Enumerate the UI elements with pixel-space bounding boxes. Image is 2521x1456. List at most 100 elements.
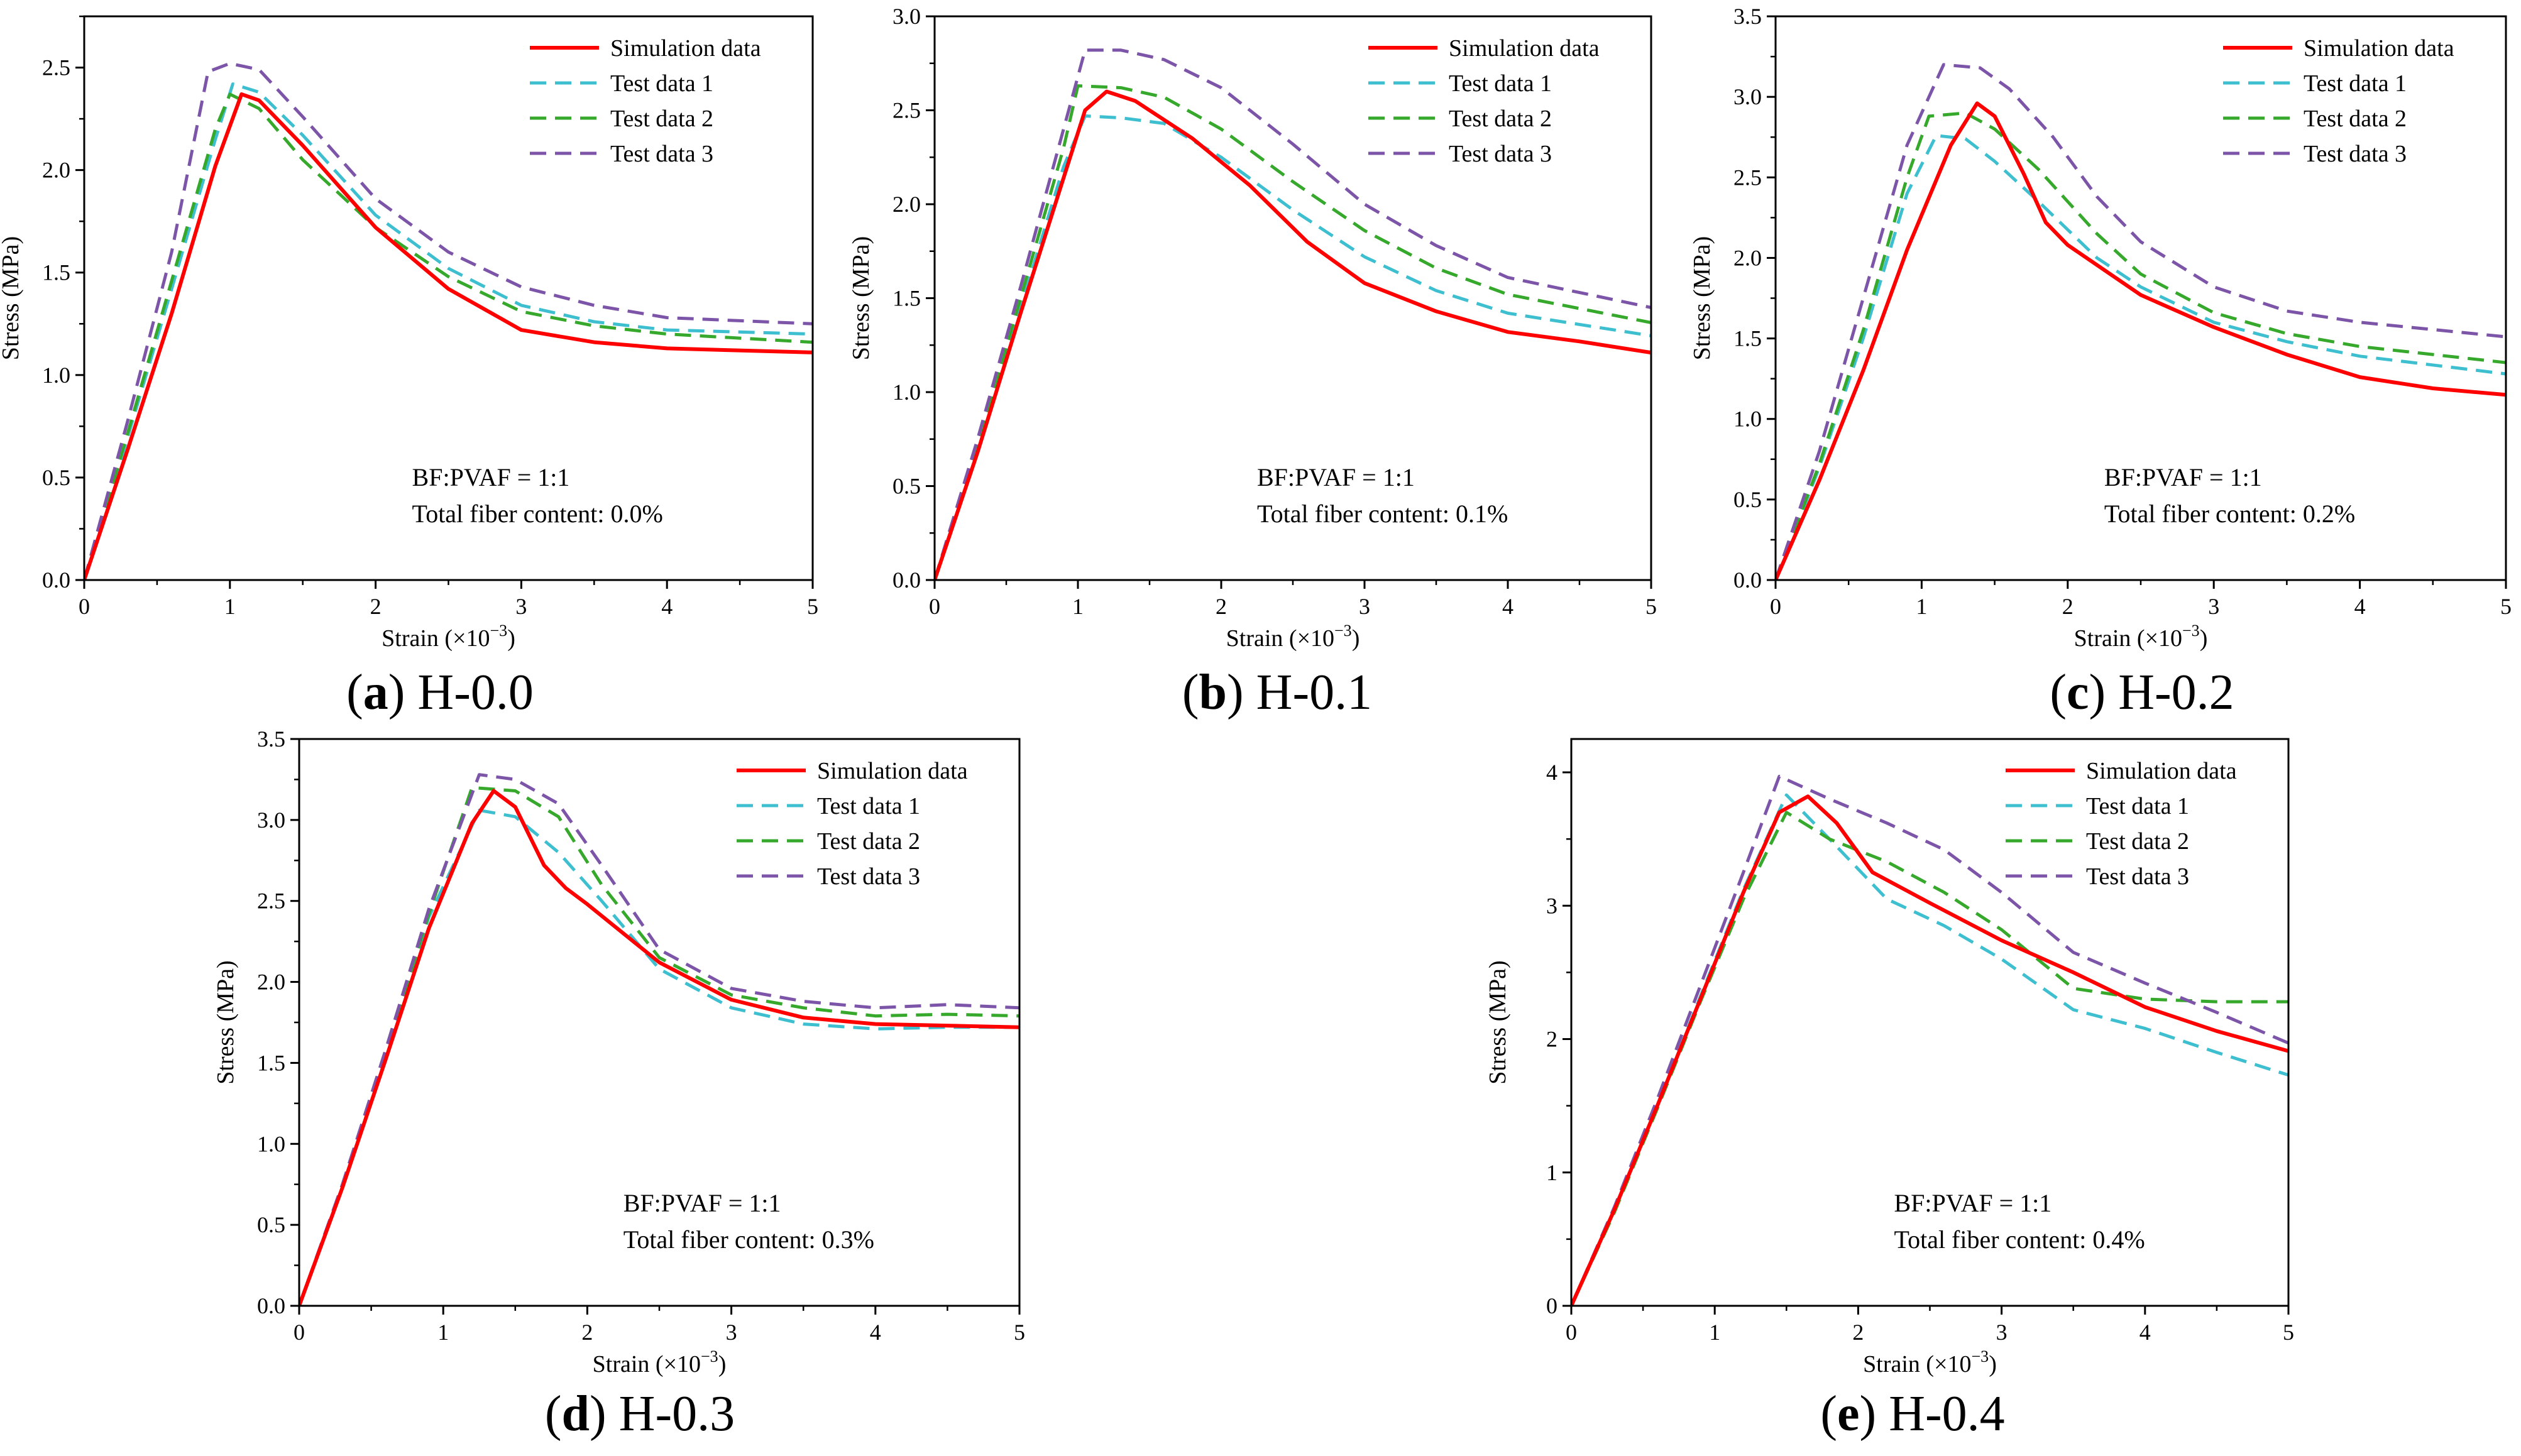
y-tick-label: 2.0 xyxy=(893,192,921,217)
annotation-text: Total fiber content: 0.3% xyxy=(623,1225,874,1254)
series-line-test-data-3 xyxy=(84,62,813,580)
y-tick-label: 2.0 xyxy=(42,158,70,183)
y-tick-label: 3.0 xyxy=(257,807,285,833)
series-line-test-data-1 xyxy=(84,82,813,580)
plot-frame xyxy=(83,15,814,581)
x-tick-label: 2 xyxy=(1216,594,1227,619)
legend-label: Test data 2 xyxy=(2304,106,2407,132)
x-tick-label: 4 xyxy=(1502,594,1513,619)
y-tick-label: 0 xyxy=(1546,1293,1557,1318)
y-tick-label: 0.5 xyxy=(893,474,921,499)
chart-panel-3: 0 1 2 3 4 5 0.0 0.5 1.0 1.5 2.0 2.5 3.0 3.5 Strain (×1… xyxy=(1689,4,2512,720)
y-tick-label: 0.0 xyxy=(1733,567,1762,593)
series-group xyxy=(299,773,1019,1306)
x-axis-label: Strain (×10−3) xyxy=(2074,621,2208,652)
x-tick-label: 2 xyxy=(581,1320,593,1345)
x-axis-label: Strain (×10−3) xyxy=(593,1347,727,1377)
panel-caption: (e) H-0.4 xyxy=(1820,1386,2004,1442)
chart-panel-2: 0 1 2 3 4 5 0.0 0.5 1.0 1.5 2.0 2.5 3.0 Strain (×10−3… xyxy=(848,4,1657,720)
y-tick-label: 4 xyxy=(1546,760,1557,785)
x-tick-label: 2 xyxy=(2062,594,2073,619)
y-tick-label: 3.0 xyxy=(893,4,921,29)
plot-frame xyxy=(933,15,1652,581)
legend-label: Test data 2 xyxy=(1449,106,1552,132)
series-line-simulation-data xyxy=(84,92,813,580)
series-group xyxy=(84,62,813,580)
y-tick-label: 1.0 xyxy=(257,1131,285,1156)
x-tick-label: 1 xyxy=(224,594,236,619)
panel-caption: (a) H-0.0 xyxy=(346,665,534,720)
series-line-test-data-2 xyxy=(84,92,813,580)
x-tick-label: 5 xyxy=(1645,594,1657,619)
y-tick-label: 2.0 xyxy=(1733,245,1762,270)
legend-label: Simulation data xyxy=(1449,35,1600,62)
annotation-text: Total fiber content: 0.0% xyxy=(412,500,663,528)
x-tick-label: 1 xyxy=(1916,594,1927,619)
y-tick-label: 3.5 xyxy=(257,726,285,752)
legend-label: Simulation data xyxy=(817,758,968,784)
y-axis-label: Stress (MPa) xyxy=(1485,960,1511,1084)
series-line-test-data-2 xyxy=(1776,111,2506,580)
x-tick-label: 0 xyxy=(79,594,90,619)
y-tick-label: 3 xyxy=(1546,893,1557,918)
annotation-text: Total fiber content: 0.4% xyxy=(1894,1225,2145,1254)
y-tick-label: 1.0 xyxy=(1733,407,1762,432)
y-axis-label: Stress (MPa) xyxy=(212,960,239,1084)
legend-label: Test data 3 xyxy=(610,141,713,167)
legend-label: Test data 2 xyxy=(610,106,713,132)
x-tick-label: 1 xyxy=(1709,1320,1720,1345)
panel-caption: (c) H-0.2 xyxy=(2050,665,2234,720)
legend-label: Test data 3 xyxy=(2304,141,2407,167)
y-tick-label: 1.0 xyxy=(893,380,921,405)
x-tick-label: 0 xyxy=(1770,594,1781,619)
legend-label: Test data 2 xyxy=(2086,828,2189,855)
x-tick-label: 5 xyxy=(2283,1320,2294,1345)
x-tick-label: 4 xyxy=(870,1320,881,1345)
legend-label: Test data 1 xyxy=(817,793,920,819)
x-tick-label: 0 xyxy=(1566,1320,1577,1345)
y-axis-label: Stress (MPa) xyxy=(848,236,874,360)
x-tick-label: 4 xyxy=(2139,1320,2151,1345)
x-axis-label: Strain (×10−3) xyxy=(1226,621,1360,652)
annotation-text: BF:PVAF = 1:1 xyxy=(2104,463,2262,491)
x-tick-label: 4 xyxy=(661,594,673,619)
series-line-test-data-3 xyxy=(1571,774,2288,1306)
y-tick-label: 1.5 xyxy=(257,1050,285,1075)
x-tick-label: 3 xyxy=(1996,1320,2007,1345)
legend-label: Test data 3 xyxy=(1449,141,1552,167)
plot-frame xyxy=(298,738,1021,1307)
y-tick-label: 1.0 xyxy=(42,363,70,388)
annotation-text: Total fiber content: 0.2% xyxy=(2104,500,2355,528)
y-tick-label: 0.0 xyxy=(893,567,921,593)
chart-panel-5: 0 1 2 3 4 5 0 1 2 3 4 Strain (×10−3) Stress (MPa) Sim… xyxy=(1485,738,2294,1442)
y-axis-label: Stress (MPa) xyxy=(1689,236,1715,360)
annotation-text: BF:PVAF = 1:1 xyxy=(623,1189,781,1217)
series-line-simulation-data xyxy=(935,89,1651,580)
x-tick-label: 4 xyxy=(2354,594,2366,619)
chart-panel-4: 0 1 2 3 4 5 0.0 0.5 1.0 1.5 2.0 2.5 3.0 3.5 Strain (×1… xyxy=(212,726,1025,1442)
series-group xyxy=(1571,774,2288,1306)
x-tick-label: 0 xyxy=(294,1320,305,1345)
legend-label: Test data 1 xyxy=(1449,70,1552,97)
y-tick-label: 2.5 xyxy=(893,98,921,123)
y-axis-label: Stress (MPa) xyxy=(0,236,24,360)
x-tick-label: 3 xyxy=(726,1320,737,1345)
annotation-text: BF:PVAF = 1:1 xyxy=(1894,1189,2051,1217)
annotation-text: BF:PVAF = 1:1 xyxy=(1257,463,1415,491)
y-tick-label: 2.5 xyxy=(42,55,70,80)
legend-label: Test data 1 xyxy=(2086,793,2189,819)
y-tick-label: 0.5 xyxy=(42,465,70,490)
chart-panel-1: 0 1 2 3 4 5 0.0 0.5 1.0 1.5 2.0 2.5 Strain (×10−3) St… xyxy=(0,15,818,720)
y-tick-label: 0.5 xyxy=(257,1212,285,1237)
annotation-text: BF:PVAF = 1:1 xyxy=(412,463,570,491)
annotation-text: Total fiber content: 0.1% xyxy=(1257,500,1508,528)
x-tick-label: 3 xyxy=(2208,594,2219,619)
x-tick-label: 5 xyxy=(1014,1320,1025,1345)
x-tick-label: 0 xyxy=(929,594,940,619)
x-tick-label: 5 xyxy=(2500,594,2512,619)
x-tick-label: 3 xyxy=(1359,594,1370,619)
y-tick-label: 1.5 xyxy=(1733,326,1762,351)
panel-caption: (b) H-0.1 xyxy=(1182,665,1372,720)
panel-caption: (d) H-0.3 xyxy=(545,1386,735,1442)
